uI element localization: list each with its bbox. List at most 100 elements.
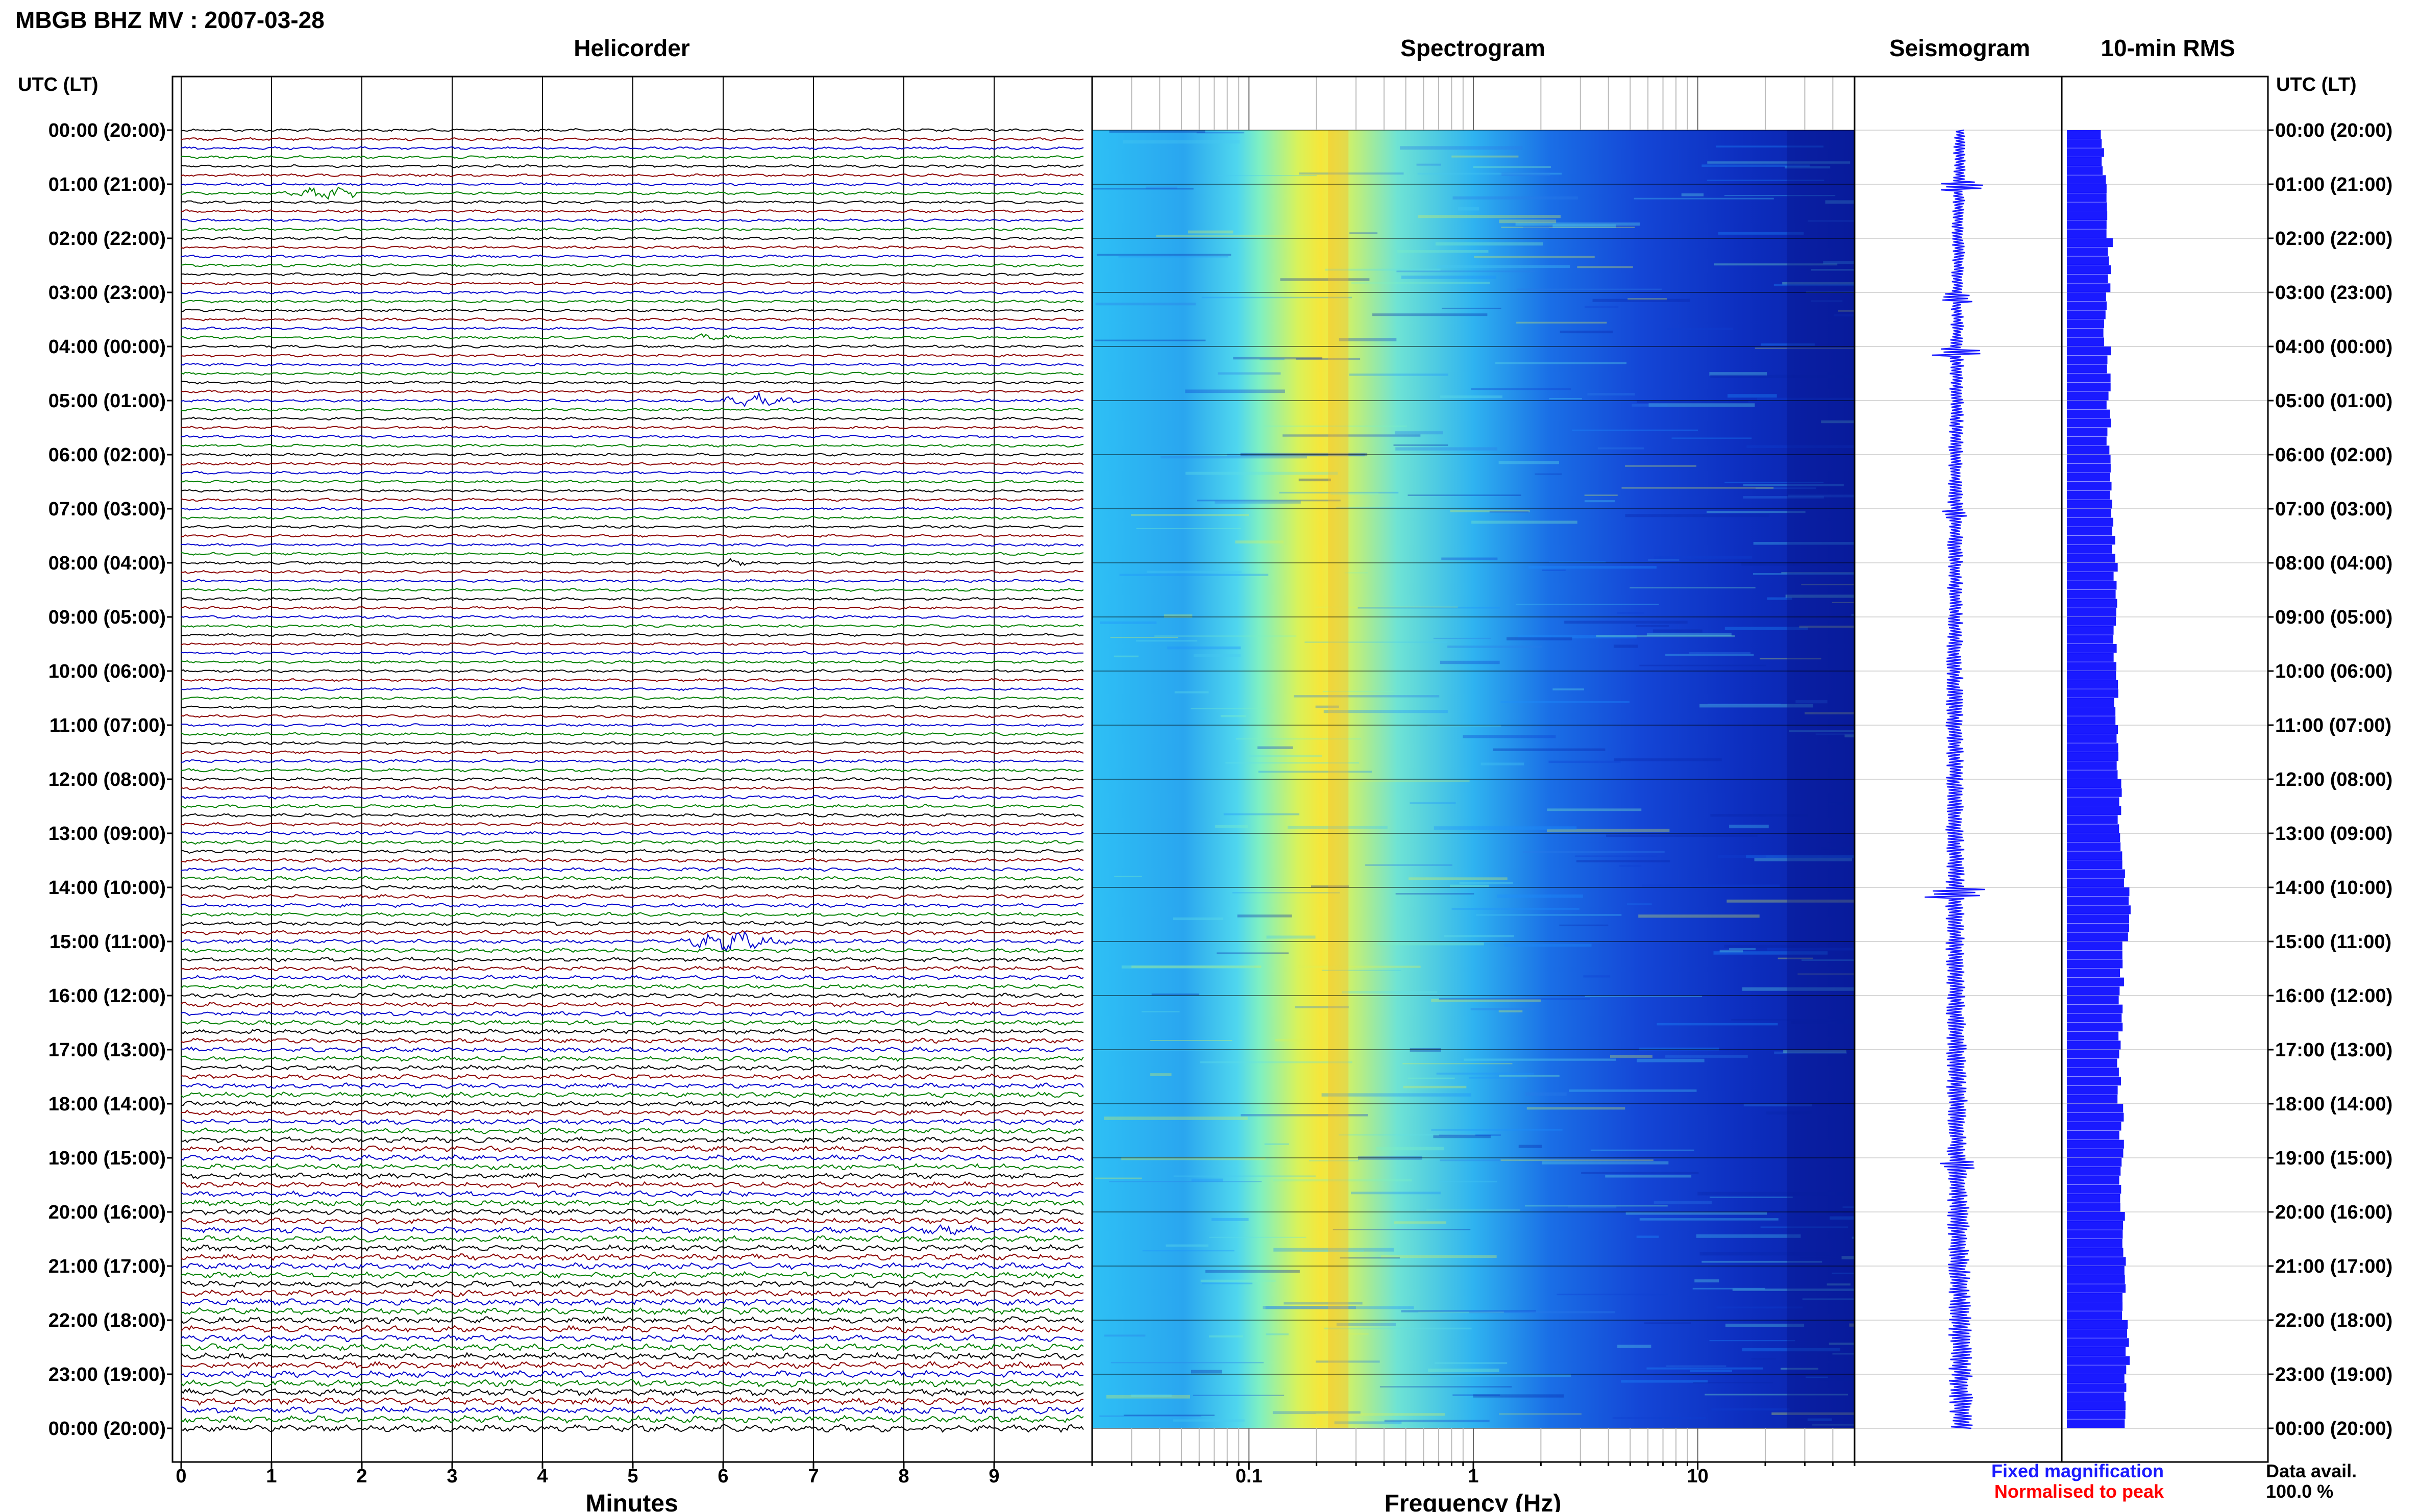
helicorder-trace-line [181, 839, 1084, 845]
helicorder-trace-line [181, 1307, 1084, 1316]
spectrogram-speckle [1569, 1089, 1697, 1092]
helicorder-trace-line [181, 333, 1084, 341]
spectrogram-speckle [1665, 654, 1754, 656]
spectrogram-speckle [1338, 1134, 1475, 1136]
helicorder-trace-line [181, 1109, 1084, 1117]
spectrogram-speckle [1441, 557, 1498, 560]
spectrogram-speckle [1767, 948, 1855, 951]
helicorder-trace-line [181, 597, 1084, 601]
spectrogram-speckle [1299, 172, 1404, 175]
rms-bar [2067, 1131, 2119, 1140]
spectrogram-speckle [1637, 1058, 1705, 1062]
spectrogram-speckle [1724, 195, 1836, 196]
helicorder-trace-line [181, 416, 1084, 421]
rms-bar [2067, 743, 2118, 752]
spectrogram-speckle [1272, 1411, 1361, 1415]
spectrogram-speckle [1365, 864, 1452, 866]
spectrogram-speckle [1500, 701, 1630, 703]
rms-bar [2067, 247, 2108, 256]
rms-bar [2067, 1176, 2119, 1185]
rms-bar [2067, 959, 2123, 969]
spectrogram-speckle [1614, 758, 1722, 761]
spectrogram-speckle [1714, 263, 1838, 266]
spectrogram-speckle [1191, 1370, 1222, 1374]
helicorder-trace-line [181, 1262, 1084, 1270]
frequency-tick-label: 0.1 [1236, 1466, 1263, 1487]
spectrogram-speckle [1401, 1310, 1536, 1312]
rms-bar [2067, 374, 2111, 383]
spectrogram-speckle [1325, 268, 1441, 271]
helicorder-trace-line [181, 453, 1084, 457]
spectrogram-speckle [1767, 597, 1792, 600]
spectrogram-speckle [1257, 746, 1293, 749]
helicorder-trace-line [181, 186, 1084, 200]
helicorder-x-axis-label: Minutes [585, 1490, 678, 1512]
spectrogram-speckle [1710, 375, 1851, 378]
spectrogram-speckle [1439, 1180, 1497, 1183]
rms-bar [2067, 527, 2112, 536]
spectrogram-speckle [1469, 1311, 1615, 1313]
panel-title-rms: 10-min RMS [2101, 35, 2235, 61]
spectrogram-speckle [1807, 1418, 1832, 1421]
spectrogram-speckle [1296, 358, 1361, 360]
helicorder-trace-line [181, 1235, 1084, 1243]
rms-bar [2067, 292, 2106, 302]
spectrogram-speckle [1742, 1348, 1840, 1352]
time-label: 00:00 (20:00) [2275, 1418, 2392, 1440]
spectrogram-speckle [1452, 1394, 1500, 1396]
helicorder-trace-line [181, 1387, 1084, 1397]
spectrogram-speckle [1568, 1205, 1617, 1209]
spectrogram-speckle [1694, 1279, 1719, 1283]
rms-bar [2067, 301, 2107, 310]
rms-bar [2067, 1139, 2124, 1149]
spectrogram-speckle [1773, 283, 1855, 286]
spectrogram-speckle [1693, 1382, 1773, 1383]
helicorder-trace-line [181, 921, 1084, 926]
time-label: 11:00 (07:00) [2275, 715, 2391, 736]
spectrogram-speckle [1273, 1248, 1394, 1252]
helicorder-trace-line [181, 678, 1084, 682]
spectrogram-speckle [1597, 447, 1644, 450]
spectrogram-speckle [1832, 1272, 1855, 1274]
helicorder-trace-line [181, 956, 1084, 962]
helicorder-trace-line [181, 948, 1084, 954]
helicorder-trace-line [181, 759, 1084, 763]
time-label: 00:00 (20:00) [48, 1418, 166, 1440]
helicorder-trace-line [181, 461, 1084, 466]
spectrogram-speckle [1637, 400, 1748, 403]
spectrogram-speckle [1785, 166, 1831, 169]
rms-bar [2067, 211, 2108, 220]
spectrogram-speckle [1217, 175, 1317, 177]
helicorder-trace-line [181, 1064, 1084, 1071]
spectrogram-speckle [1826, 1283, 1851, 1286]
helicorder-trace-line [181, 1224, 1084, 1236]
spectrogram-speckle [1771, 1412, 1855, 1415]
time-label: 03:00 (23:00) [48, 282, 166, 304]
rms-bar [2067, 517, 2113, 527]
helicorder-trace-line [181, 128, 1084, 132]
minute-tick-label: 7 [808, 1466, 819, 1487]
rms-bar [2067, 851, 2122, 860]
spectrogram-speckle [1821, 420, 1855, 424]
spectrogram-speckle [1451, 155, 1519, 158]
spectrogram-speckle [1648, 403, 1755, 407]
spectrogram-speckle [1237, 914, 1292, 918]
spectrogram-speckle [1834, 314, 1855, 317]
rms-bar [2067, 1419, 2125, 1428]
helicorder-trace-line [181, 687, 1084, 691]
spectrogram-speckle [1757, 398, 1855, 401]
helicorder-trace-line [181, 1127, 1084, 1134]
spectrogram-speckle [1585, 306, 1619, 308]
spectrogram-speckle [1795, 700, 1828, 704]
spectrogram-x-ticks: 0.1 1 10 [1091, 1462, 1856, 1487]
rms-bar [2067, 824, 2119, 833]
time-label: 09:00 (05:00) [2275, 607, 2392, 628]
spectrogram-speckle [1729, 948, 1756, 951]
time-label: 13:00 (09:00) [48, 823, 166, 845]
rms-bar [2067, 418, 2111, 428]
spectrogram-speckle [1692, 1287, 1765, 1290]
spectrogram-speckle [1812, 1424, 1855, 1426]
helicorder-trace-line [181, 1289, 1084, 1297]
rms-bar [2067, 680, 2118, 689]
spectrogram-speckle [1753, 541, 1855, 545]
